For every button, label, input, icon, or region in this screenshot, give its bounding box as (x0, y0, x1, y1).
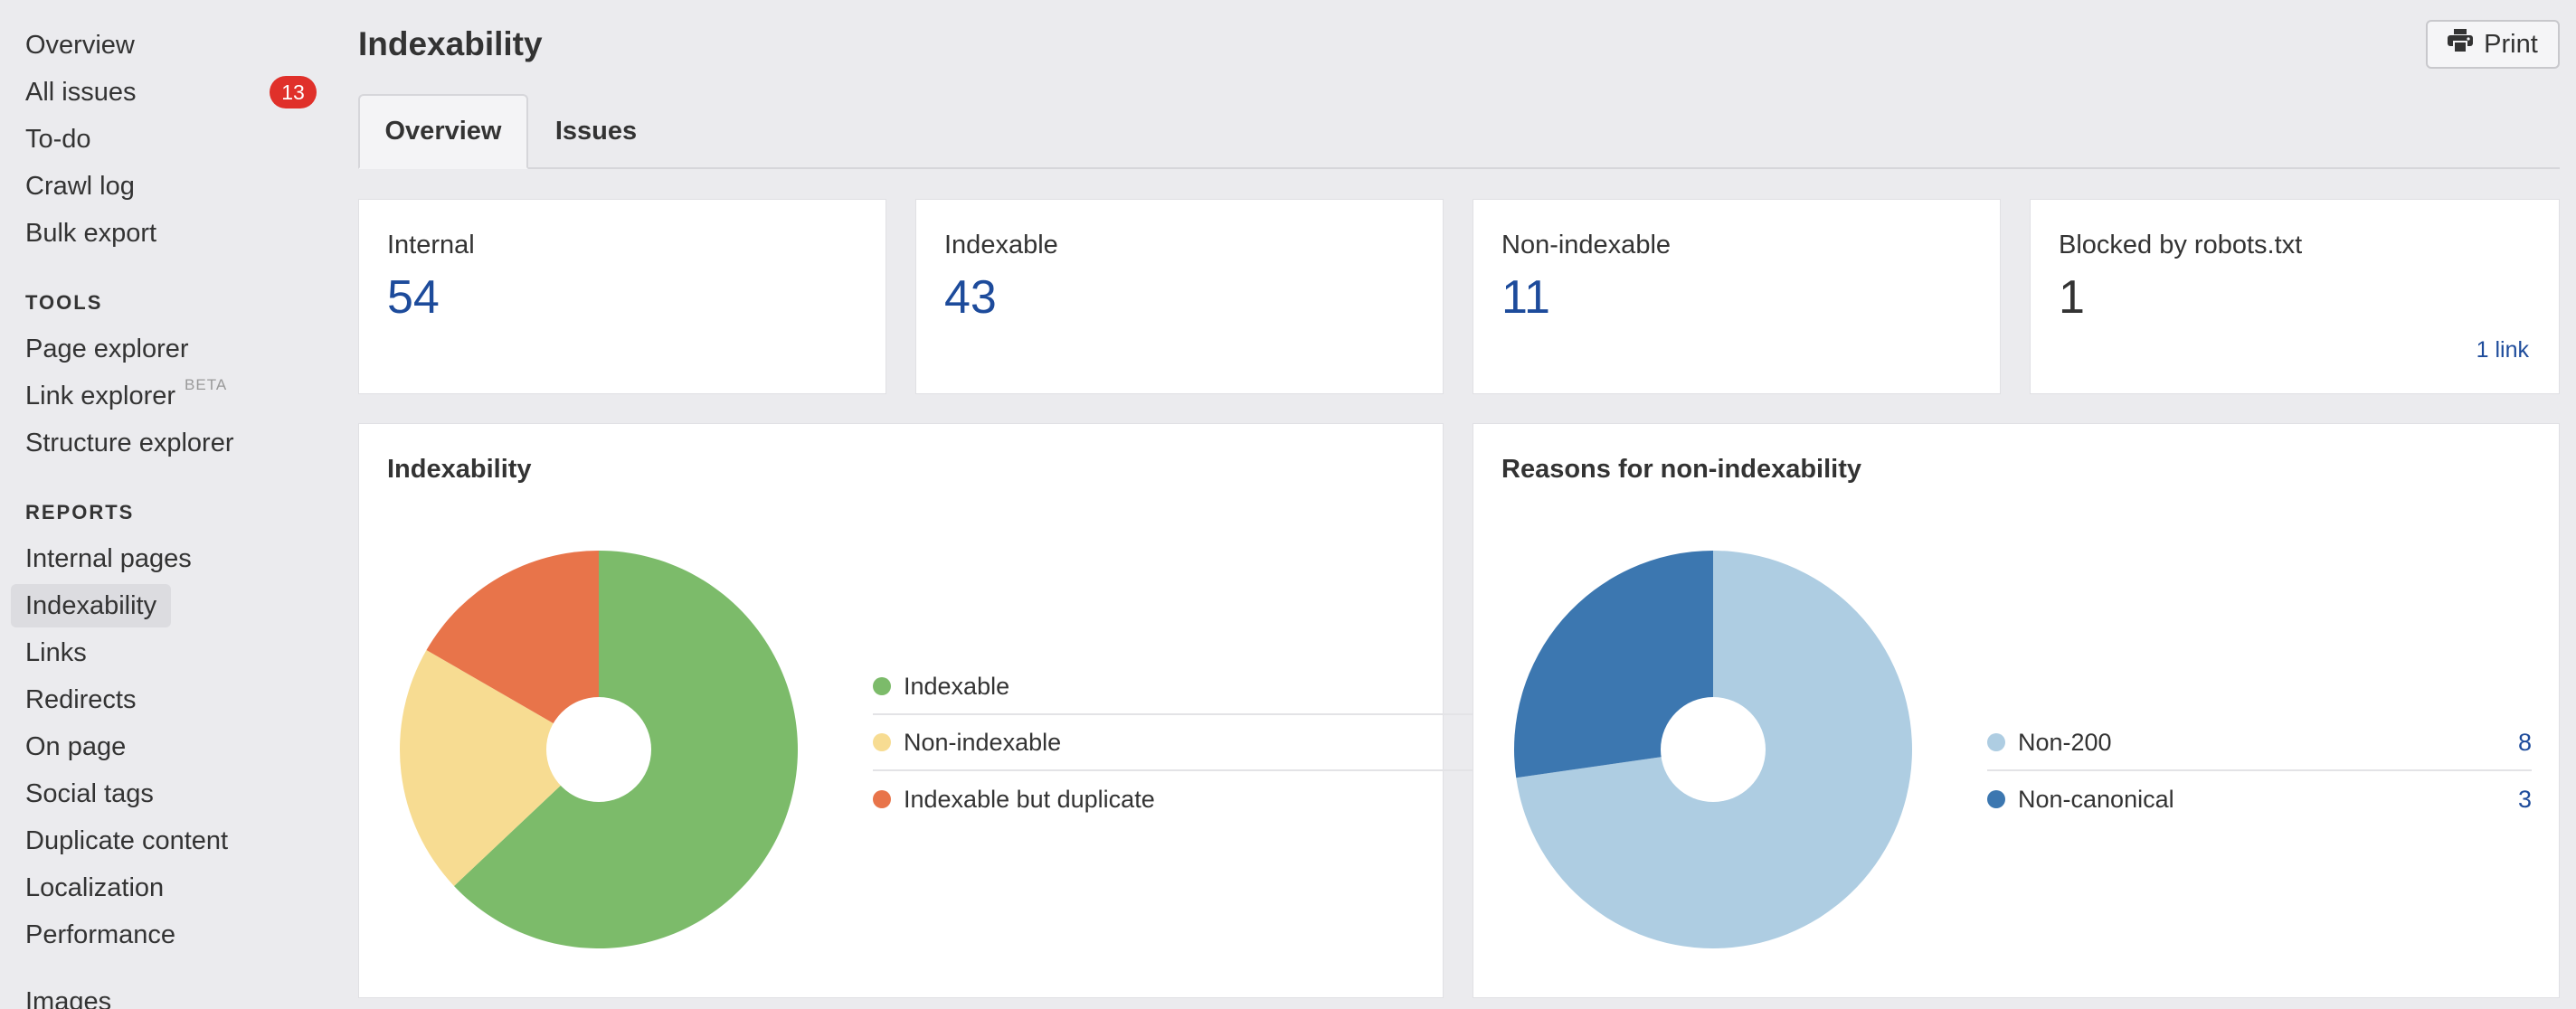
sidebar-item-crawl-log[interactable]: Crawl log (11, 165, 149, 208)
sidebar-item-social-tags[interactable]: Social tags (11, 772, 168, 816)
legend-dot (1987, 733, 2005, 751)
stat-value[interactable]: 43 (944, 271, 997, 324)
tab-overview[interactable]: Overview (358, 94, 528, 169)
stat-label: Non-indexable (1501, 231, 1672, 259)
sidebar-item-links[interactable]: Links (11, 631, 101, 674)
sidebar-item-overview[interactable]: Overview (11, 24, 149, 67)
donut-hole (546, 697, 651, 802)
reports-section-header: REPORTS (25, 501, 135, 523)
sidebar-item-on-page[interactable]: On page (11, 725, 140, 769)
tab-issues[interactable]: Issues (554, 117, 638, 146)
legend-dot (873, 790, 891, 808)
stat-label: Blocked by robots.txt (2059, 231, 2303, 259)
legend-label: Non-200 (2018, 728, 2112, 756)
sidebar-item-label: To-do (25, 124, 91, 154)
chart-title: Indexability (387, 455, 532, 484)
sidebar-item-label: Overview (25, 30, 135, 60)
sidebar-item-label: Redirects (25, 684, 137, 714)
legend-label: Non-indexable (904, 728, 1062, 756)
sidebar-item-redirects[interactable]: Redirects (11, 678, 151, 721)
sidebar-item-label: Page explorer (25, 334, 189, 363)
sidebar-item-label: Bulk export (25, 218, 157, 248)
legend-dot (1987, 790, 2005, 808)
stat-card-indexable: Indexable 43 (915, 199, 1444, 394)
sidebar-item-duplicate-content[interactable]: Duplicate content (11, 819, 242, 863)
indexability-pie-chart (399, 551, 799, 948)
print-label: Print (2484, 29, 2538, 59)
legend-value[interactable]: 8 (2517, 728, 2532, 756)
beta-tag: BETA (185, 376, 228, 393)
sidebar-item-label: All issues (25, 77, 137, 107)
print-button[interactable]: Print (2426, 20, 2560, 69)
sidebar-item-label: Links (25, 637, 87, 667)
legend-row-non-200: Non-200 8 (1987, 715, 2532, 771)
stat-value: 1 (2059, 271, 2085, 324)
sidebar-item-to-do[interactable]: To-do (11, 118, 106, 161)
sidebar-item-link-explorer[interactable]: Link explorer BETA (11, 374, 242, 418)
legend-dot (873, 733, 891, 751)
reasons-legend: Non-200 8 Non-canonical 3 (1987, 715, 2532, 827)
sidebar-item-all-issues[interactable]: All issues (11, 71, 327, 114)
pie-slice-indexable-but-duplicate[interactable] (426, 551, 599, 750)
sidebar-item-label: Social tags (25, 778, 154, 808)
stat-card-internal: Internal 54 (358, 199, 886, 394)
pie-slice-non-indexable[interactable] (399, 650, 599, 886)
page-title: Indexability (358, 25, 543, 62)
sidebar-item-label: Internal pages (25, 543, 192, 573)
sidebar-item-label: Structure explorer (25, 428, 234, 457)
chart-title: Reasons for non-indexability (1501, 455, 1861, 484)
sidebar-item-label: On page (25, 731, 127, 761)
sidebar-item-label: Crawl log (25, 171, 135, 201)
legend-label: Non-canonical (2018, 785, 2174, 813)
legend-label: Indexable (904, 672, 1010, 700)
pie-slice-non-canonical[interactable] (1514, 551, 1713, 778)
indexability-chart-card: Indexability Indexable 34 Non-indexable … (358, 423, 1774, 998)
issues-count-badge: 13 (270, 76, 317, 108)
sidebar: Overview All issues 13 To-do Crawl log B… (0, 0, 335, 1009)
sidebar-item-bulk-export[interactable]: Bulk export (11, 212, 171, 255)
sidebar-item-internal-pages[interactable]: Internal pages (11, 537, 206, 580)
tabs-divider (358, 167, 2560, 169)
reasons-pie-chart (1514, 551, 1912, 948)
stat-value[interactable]: 54 (387, 271, 440, 324)
sidebar-item-localization[interactable]: Localization (11, 866, 178, 910)
sidebar-item-label: Localization (25, 872, 165, 902)
sidebar-item-page-explorer[interactable]: Page explorer (11, 327, 204, 371)
donut-hole (1661, 697, 1766, 802)
sidebar-item-images[interactable]: Images (11, 980, 126, 1009)
legend-value[interactable]: 3 (2517, 785, 2532, 813)
stat-value[interactable]: 11 (1501, 271, 1550, 324)
sidebar-item-label: Performance (25, 919, 176, 949)
sidebar-item-structure-explorer[interactable]: Structure explorer (11, 421, 249, 465)
sidebar-item-label: Images (25, 986, 112, 1009)
tools-section-header: TOOLS (25, 291, 103, 314)
sidebar-item-label: Link explorer (25, 381, 176, 410)
stat-label: Indexable (944, 231, 1058, 259)
legend-label: Indexable but duplicate (904, 785, 1155, 813)
sidebar-item-label: Indexability (25, 590, 157, 620)
stat-label: Internal (387, 231, 475, 259)
blocked-link[interactable]: 1 link (2476, 337, 2529, 363)
sidebar-item-indexability[interactable]: Indexability (11, 584, 172, 627)
legend-dot (873, 677, 891, 695)
stat-card-blocked-robots: Blocked by robots.txt 1 1 link (2030, 199, 2560, 394)
legend-row-non-canonical: Non-canonical 3 (1987, 771, 2532, 827)
printer-icon (2448, 29, 2474, 60)
sidebar-item-label: Duplicate content (25, 825, 229, 855)
sidebar-item-performance[interactable]: Performance (11, 913, 190, 957)
stat-card-non-indexable: Non-indexable 11 (1473, 199, 2001, 394)
non-indexability-reasons-card: Reasons for non-indexability Non-200 8 N… (1473, 423, 2560, 998)
